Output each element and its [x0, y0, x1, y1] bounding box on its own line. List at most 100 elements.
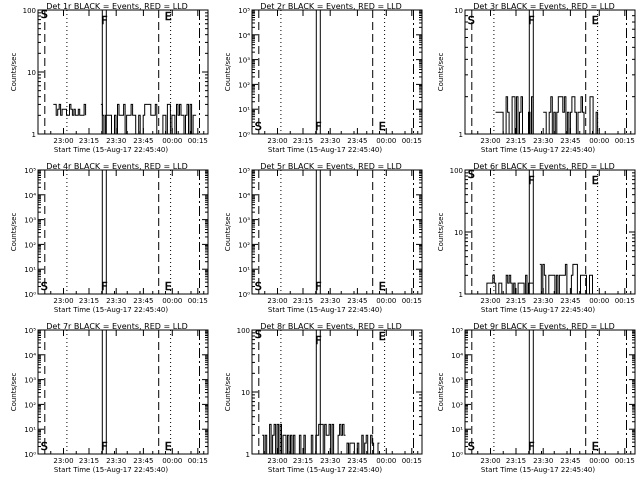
chart-panel-1: Det 1r BLACK = Events, RED = LLD 1 10 100 Co… [10, 2, 209, 154]
x-tick-label: 23:45 [133, 137, 153, 145]
y-tick-label: 1 [459, 131, 463, 139]
chart-title: Det 3r BLACK = Events, RED = LLD [473, 2, 615, 11]
y-tick-label: 10³ [238, 57, 250, 65]
end-marker-label: E [379, 330, 386, 343]
y-tick-label: 10⁴ [451, 352, 463, 360]
chart-panel-8: Det 8r BLACK = Events, RED = LLD 1 10 100 Co… [224, 322, 423, 474]
start-marker-label: S [41, 440, 48, 453]
flare-marker-label: F [315, 280, 321, 293]
y-tick-label: 1 [459, 291, 463, 299]
y-axis-label: Counts/sec [437, 373, 445, 412]
x-tick-label: 23:45 [560, 297, 580, 305]
x-tick-label: 23:00 [267, 297, 287, 305]
x-tick-label: 00:15 [615, 137, 635, 145]
y-tick-label: 100 [237, 327, 250, 335]
x-tick-label: 23:00 [267, 137, 287, 145]
x-tick-label: 00:00 [376, 457, 396, 465]
flare-marker-label: F [315, 120, 321, 133]
start-marker-label: S [468, 440, 475, 453]
x-tick-label: 23:00 [53, 137, 73, 145]
end-marker-label: E [165, 440, 172, 453]
end-marker-label: E [379, 280, 386, 293]
y-tick-label: 10⁵ [238, 7, 250, 15]
x-axis-label: Start Time (15-Aug-17 22:45:40) [481, 466, 595, 474]
x-tick-label: 23:00 [480, 457, 500, 465]
events-series-line [543, 96, 599, 135]
x-tick-label: 23:00 [53, 297, 73, 305]
y-tick-label: 10³ [24, 217, 36, 225]
y-tick-label: 10¹ [238, 106, 250, 114]
flare-marker-label: F [528, 440, 534, 453]
x-tick-label: 23:30 [320, 457, 340, 465]
y-tick-label: 1 [246, 451, 250, 459]
chart-panel-5: Det 5r BLACK = Events, RED = LLD 10⁰ 10¹ 10… [224, 162, 423, 314]
x-tick-label: 00:00 [589, 137, 609, 145]
y-axis-label: Counts/sec [437, 53, 445, 92]
x-axis-label: Start Time (15-Aug-17 22:45:40) [268, 466, 382, 474]
events-series-line [345, 434, 380, 455]
x-tick-label: 23:00 [267, 457, 287, 465]
plot-frame [37, 329, 209, 455]
x-axis-label: Start Time (15-Aug-17 22:45:40) [268, 306, 382, 314]
flare-marker-label: F [528, 14, 534, 27]
x-axis-label: Start Time (15-Aug-17 22:45:40) [54, 306, 168, 314]
x-axis-label: Start Time (15-Aug-17 22:45:40) [54, 466, 168, 474]
end-marker-label: E [379, 120, 386, 133]
chart-title: Det 8r BLACK = Events, RED = LLD [260, 322, 402, 331]
chart-title: Det 4r BLACK = Events, RED = LLD [46, 162, 188, 171]
start-marker-label: S [255, 280, 262, 293]
x-axis-label: Start Time (15-Aug-17 22:45:40) [481, 146, 595, 154]
y-tick-label: 10⁵ [24, 167, 36, 175]
plot-frame [464, 9, 636, 135]
end-marker-label: E [592, 174, 599, 187]
y-tick-label: 10⁵ [451, 327, 463, 335]
y-axis-label: Counts/sec [437, 213, 445, 252]
flare-marker-label: F [528, 174, 534, 187]
chart-panel-2: Det 2r BLACK = Events, RED = LLD 10⁰ 10¹ 10… [224, 2, 423, 154]
x-axis-label: Start Time (15-Aug-17 22:45:40) [268, 146, 382, 154]
y-tick-label: 10² [24, 241, 36, 249]
x-tick-label: 23:15 [506, 137, 526, 145]
start-marker-label: S [468, 168, 475, 181]
x-tick-label: 00:15 [188, 457, 208, 465]
x-tick-label: 23:00 [53, 457, 73, 465]
x-tick-label: 00:00 [589, 297, 609, 305]
y-axis-label: Counts/sec [10, 373, 18, 412]
x-tick-label: 23:30 [106, 297, 126, 305]
x-tick-label: 23:15 [79, 457, 99, 465]
flare-marker-label: F [101, 14, 107, 27]
x-tick-label: 00:00 [589, 457, 609, 465]
y-tick-label: 1 [32, 131, 36, 139]
x-tick-label: 00:00 [162, 137, 182, 145]
x-tick-label: 00:15 [402, 457, 422, 465]
events-series-line [53, 103, 87, 116]
y-tick-label: 10 [454, 7, 463, 15]
x-tick-label: 23:15 [293, 137, 313, 145]
chart-panel-7: Det 7r BLACK = Events, RED = LLD 10⁰ 10¹ 10… [10, 322, 209, 474]
plot-frame [251, 9, 423, 135]
y-tick-label: 10² [238, 241, 250, 249]
x-tick-label: 23:30 [320, 137, 340, 145]
chart-title: Det 9r BLACK = Events, RED = LLD [473, 322, 615, 331]
x-tick-label: 23:00 [480, 137, 500, 145]
events-series-line [539, 263, 593, 295]
start-marker-label: S [255, 328, 262, 341]
x-tick-label: 23:30 [106, 457, 126, 465]
x-tick-label: 23:15 [506, 457, 526, 465]
x-tick-label: 23:15 [79, 297, 99, 305]
y-axis-label: Counts/sec [10, 53, 18, 92]
y-tick-label: 10⁰ [451, 451, 463, 459]
y-tick-label: 10¹ [24, 426, 36, 434]
y-tick-label: 10⁴ [238, 32, 250, 40]
y-axis-label: Counts/sec [224, 213, 232, 252]
start-marker-label: S [41, 8, 48, 21]
chart-panel-6: Det 6r BLACK = Events, RED = LLD 1 10 100 Co… [437, 162, 636, 314]
x-tick-label: 00:15 [402, 137, 422, 145]
y-tick-label: 10² [238, 81, 250, 89]
flare-marker-label: F [315, 334, 321, 347]
x-tick-label: 23:15 [293, 457, 313, 465]
end-marker-label: E [165, 10, 172, 23]
events-series-line [100, 103, 197, 135]
x-tick-label: 23:45 [133, 457, 153, 465]
y-tick-label: 10⁴ [238, 192, 250, 200]
